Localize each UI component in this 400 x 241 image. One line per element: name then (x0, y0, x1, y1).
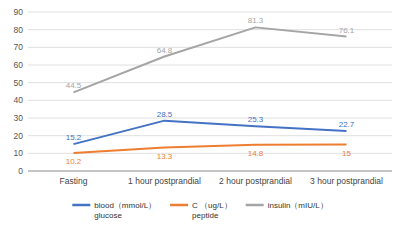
legend-label-line: insulin（mIU/L） (268, 201, 328, 210)
grid-line (28, 100, 392, 101)
legend-label-line: blood（mmol/L） (94, 201, 156, 210)
legend-label-line: peptide (192, 211, 219, 220)
x-tick-label: 2 hour postprandial (219, 176, 292, 186)
y-tick-label: 80 (14, 25, 24, 35)
data-label: 64.8 (157, 46, 173, 55)
x-tick-label: 3 hour postprandial (310, 176, 383, 186)
x-axis-line (28, 171, 392, 172)
legend: blood（mmol/L）glucose C （ug/L）peptide insul… (72, 201, 327, 220)
grid-line (28, 65, 392, 66)
legend-label-line: glucose (94, 211, 122, 220)
legend-swatch (72, 204, 90, 207)
grid-line (28, 82, 392, 83)
x-tick-label: Fasting (60, 176, 88, 186)
series-line (74, 145, 347, 153)
chart: 0 10 20 30 40 50 60 70 80 90 Fasting 1 hour postpra… (0, 0, 400, 241)
data-label: 14.8 (248, 149, 264, 158)
y-tick-label: 20 (14, 131, 24, 141)
data-label: 15 (342, 149, 351, 158)
legend-label-line: C （ug/L） (192, 201, 232, 210)
grid (28, 12, 392, 171)
legend-item: C （ug/L）peptide (170, 201, 232, 220)
legend-label: blood（mmol/L）glucose (94, 201, 156, 220)
y-tick-label: 60 (14, 60, 24, 70)
series-line (74, 27, 347, 92)
y-tick-label: 40 (14, 95, 24, 105)
legend-item: insulin（mIU/L） (246, 201, 328, 210)
legend-label: insulin（mIU/L） (268, 201, 328, 210)
data-label: 15.2 (66, 133, 82, 142)
y-tick-label: 50 (14, 78, 24, 88)
data-label: 44.5 (66, 81, 82, 90)
data-label: 25.3 (248, 115, 264, 124)
legend-swatch (246, 204, 264, 207)
grid-line (28, 171, 392, 172)
grid-line (28, 29, 392, 30)
data-label: 13.3 (157, 152, 173, 161)
data-label: 81.3 (248, 16, 264, 25)
data-label: 10.2 (66, 157, 82, 166)
y-tick-label: 90 (14, 7, 24, 17)
y-tick-label: 70 (14, 42, 24, 52)
legend-label: C （ug/L）peptide (192, 201, 232, 220)
series-line (74, 121, 347, 144)
grid-line (28, 118, 392, 119)
legend-item: blood（mmol/L）glucose (72, 201, 156, 220)
plot-area (74, 27, 347, 153)
x-tick-label: 1 hour postprandial (128, 176, 201, 186)
data-label: 28.5 (157, 110, 173, 119)
grid-line (28, 47, 392, 48)
y-tick-label: 10 (14, 148, 24, 158)
legend-swatch (170, 204, 188, 207)
data-labels: 15.2 10.2 44.5 28.5 13.3 64.8 25.3 14.8 81.3 22.7… (66, 16, 355, 166)
data-label: 76.1 (339, 26, 355, 35)
grid-line (28, 135, 392, 136)
grid-line (28, 12, 392, 13)
data-label: 22.7 (339, 120, 355, 129)
y-tick-label: 0 (18, 166, 23, 176)
y-tick-label: 30 (14, 113, 24, 123)
